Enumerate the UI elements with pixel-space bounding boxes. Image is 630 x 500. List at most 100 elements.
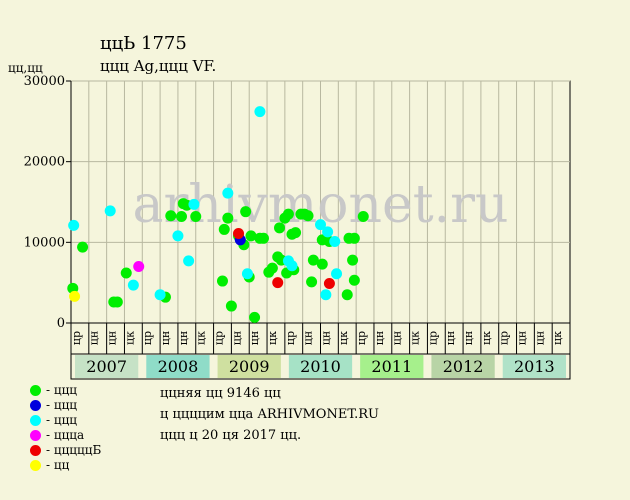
legend-label: - цццццБ	[46, 443, 102, 457]
data-point	[190, 211, 202, 223]
sub-label: цк	[551, 331, 564, 345]
legend-dot-icon	[30, 400, 41, 411]
data-point	[68, 219, 80, 231]
sub-label: цн	[302, 331, 315, 345]
data-point	[222, 212, 234, 224]
data-point	[257, 232, 269, 244]
source-note: ц ццццим ццa ARHIVMONET.RU	[160, 407, 379, 422]
data-point	[133, 261, 145, 273]
sub-label: цр	[141, 331, 154, 345]
data-point	[127, 279, 139, 291]
sub-label: цн	[319, 331, 332, 345]
y-tick-label: 30000	[24, 74, 65, 89]
y-tick-label: 20000	[24, 155, 65, 170]
legend-label: - цц	[46, 458, 70, 472]
data-point	[188, 198, 200, 210]
data-point	[111, 296, 123, 308]
y-tick-label: 10000	[24, 235, 65, 250]
data-point	[329, 236, 341, 248]
sub-label: цн	[88, 331, 101, 345]
year-label: 2010	[300, 357, 341, 376]
data-point	[331, 268, 343, 280]
sub-label: цр	[70, 331, 83, 345]
sub-label: цн	[444, 331, 457, 345]
data-point	[290, 227, 302, 239]
data-point	[233, 227, 245, 239]
sub-label: цн	[391, 331, 404, 345]
legend-item-0: - ццц	[30, 383, 101, 398]
data-point	[272, 277, 284, 289]
year-label: 2007	[86, 357, 127, 376]
sub-label: цк	[480, 331, 493, 345]
data-point	[183, 255, 195, 267]
data-point	[348, 232, 360, 244]
data-point	[266, 262, 278, 274]
data-point	[165, 210, 177, 222]
legend-dot-icon	[30, 415, 41, 426]
average-price-note: ццняя цц 9146 цц	[160, 386, 281, 401]
legend-label: - ццц	[46, 398, 78, 412]
sub-label: цр	[426, 331, 439, 345]
data-point	[347, 254, 359, 266]
sub-label: цк	[266, 331, 279, 345]
data-point	[306, 276, 318, 288]
legend-dot-icon	[30, 385, 41, 396]
data-point	[254, 106, 266, 118]
data-point	[120, 267, 132, 279]
year-label: 2009	[229, 357, 270, 376]
data-point	[320, 289, 332, 301]
data-point	[315, 219, 326, 231]
data-point	[302, 210, 314, 222]
year-label: 2008	[158, 357, 199, 376]
data-point	[240, 206, 252, 218]
legend-label: - ццц	[46, 413, 78, 427]
sub-label: цн	[106, 331, 119, 345]
data-point	[225, 300, 237, 312]
legend-item-4: - цццццБ	[30, 443, 101, 458]
chart-subtitle: ццц Ag,ццц VF.	[100, 57, 217, 75]
data-point	[245, 230, 257, 242]
sub-label: цр	[355, 331, 368, 345]
data-point	[357, 211, 369, 223]
data-point	[104, 205, 116, 217]
data-point	[172, 230, 184, 242]
legend-item-2: - ццц	[30, 413, 101, 428]
data-point	[323, 277, 335, 289]
legend-label: - ццц	[46, 383, 78, 397]
sub-label: цк	[123, 331, 136, 345]
y-axis-label: цц,цц	[8, 61, 43, 75]
year-cell	[431, 355, 495, 378]
sub-label: цн	[177, 331, 190, 345]
date-note: ццц ц 20 ця 2017 цц.	[160, 428, 302, 443]
data-point	[348, 274, 360, 286]
legend-item-5: - цц	[30, 458, 101, 473]
year-cell	[360, 355, 424, 378]
legend-dot-icon	[30, 460, 41, 471]
data-point	[307, 254, 319, 266]
legend-dot-icon	[30, 445, 41, 456]
sub-label: цк	[409, 331, 422, 345]
data-point	[274, 222, 286, 234]
data-point	[222, 187, 234, 199]
year-cell	[288, 355, 353, 378]
y-tick-label: 0	[57, 316, 65, 331]
legend: - ццц - ццц - ццц - ццца - цццццБ - цц	[30, 383, 101, 473]
year-label: 2011	[371, 357, 412, 376]
year-cell	[75, 355, 139, 378]
sub-label: цн	[533, 331, 546, 345]
data-point	[241, 268, 253, 280]
sub-label: цн	[515, 331, 528, 345]
legend-label: - ццца	[46, 428, 85, 442]
data-point	[286, 260, 298, 272]
sub-label: цн	[159, 331, 172, 345]
year-label: 2013	[514, 357, 555, 376]
data-point	[316, 258, 328, 270]
sub-label: цр	[498, 331, 511, 345]
year-label: 2012	[443, 357, 484, 376]
data-point	[77, 241, 89, 253]
year-cell	[146, 355, 210, 378]
sub-label: цн	[230, 331, 243, 345]
sub-label: цр	[212, 331, 225, 345]
year-cell	[217, 355, 281, 378]
